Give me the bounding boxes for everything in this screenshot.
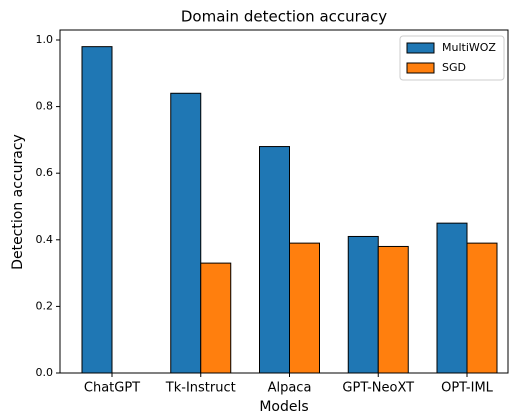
legend-label: SGD [442,61,466,74]
y-tick-label: 0.8 [36,100,54,113]
bar [347,235,379,374]
bar [436,222,468,374]
bar [81,46,113,374]
y-tick-label: 1.0 [36,33,54,46]
bar [259,146,290,374]
legend-swatch [406,62,435,74]
x-tick-label: Alpaca [268,381,312,396]
y-tick-label: 0.6 [36,166,54,179]
bar [289,242,320,374]
bar [200,262,232,374]
legend-swatch [406,42,435,54]
y-axis-label: Detection accuracy [10,134,26,270]
x-tick-label: ChatGPT [84,381,140,396]
plot-frame [59,29,509,374]
x-tick-label: OPT-IML [441,381,494,396]
y-tick-label: 0.2 [36,299,54,312]
x-tick-label: Tk-Instruct [165,381,236,396]
bar [466,242,498,374]
x-axis-label: Models [259,399,308,414]
y-tick-label: 0.0 [36,366,54,379]
chart-title: Domain detection accuracy [181,8,387,26]
x-tick-label: GPT-NeoXT [342,381,414,396]
bar [170,92,202,374]
legend-label: MultiWOZ [442,41,496,54]
y-tick-label: 0.4 [36,233,54,246]
bar [377,245,409,374]
